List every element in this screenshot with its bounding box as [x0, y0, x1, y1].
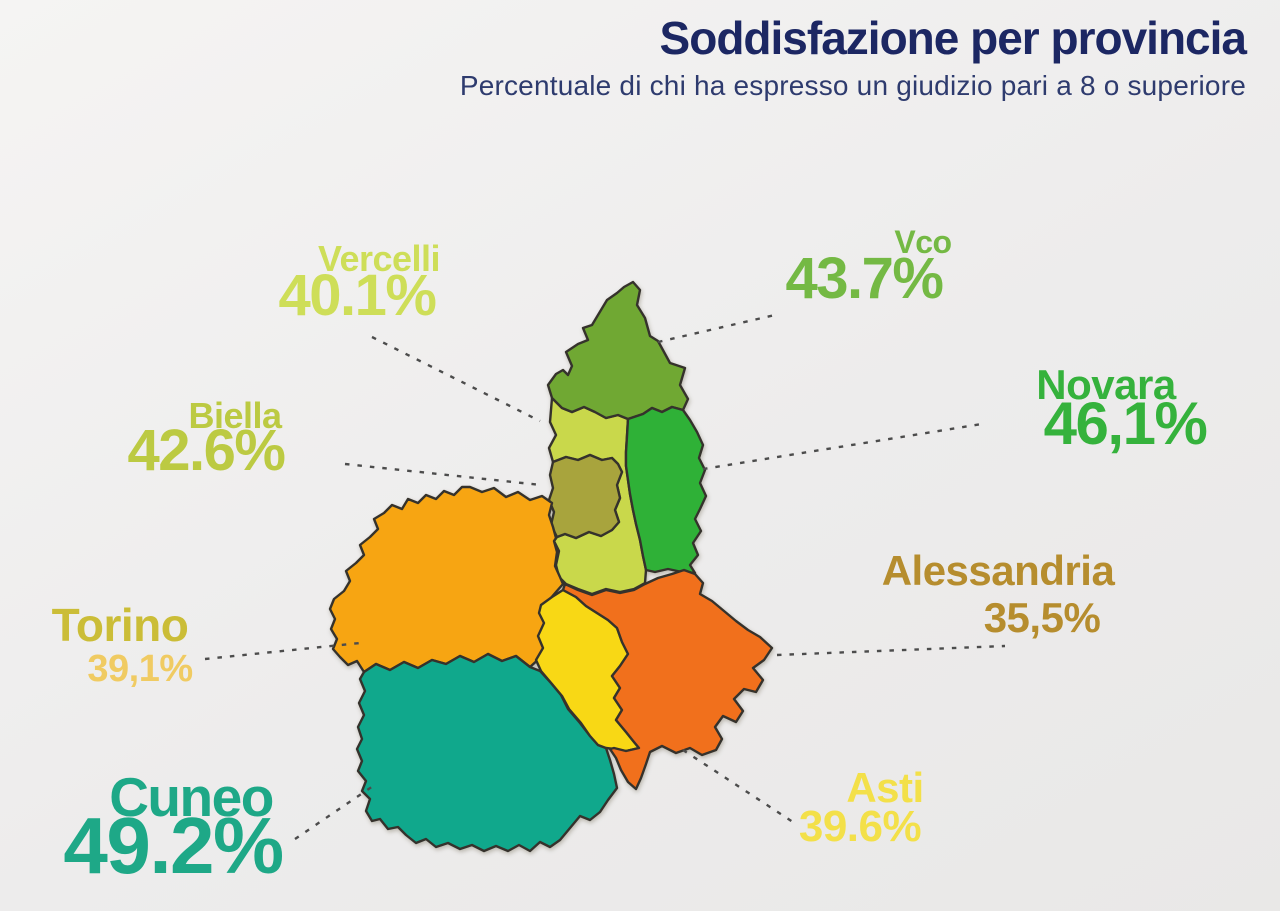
province-vco [546, 280, 690, 421]
asti-label: Asti [846, 764, 924, 811]
biella-value: 42.6% [127, 418, 286, 483]
vercelli-label: Vercelli [317, 238, 441, 279]
header: Soddisfazione per provincia Percentuale … [459, 12, 1247, 102]
page-subtitle: Percentuale di chi ha espresso un giudiz… [459, 70, 1246, 102]
cuneo-value: 49.2% [63, 801, 284, 890]
leader-line-alessandria [776, 644, 1006, 657]
torino-value: 39,1% [87, 648, 193, 690]
page-title: Soddisfazione per provincia [659, 12, 1247, 64]
province-torino [328, 485, 565, 674]
novara-value: 46,1% [1043, 390, 1208, 457]
alessandria-label: Alessandria [881, 547, 1115, 594]
vco-value: 43.7% [785, 246, 944, 311]
leader-line-vco [657, 313, 776, 344]
province-novara [624, 405, 708, 575]
asti-value: 39.6% [798, 802, 922, 851]
cuneo-label: Cuneo [109, 766, 274, 828]
biella-label: Biella [188, 395, 282, 436]
vercelli-value: 40.1% [278, 263, 437, 328]
alessandria-value: 35,5% [983, 594, 1101, 641]
vco-label: Vco [894, 224, 952, 260]
province-shapes [328, 280, 774, 853]
novara-label: Novara [1036, 361, 1176, 408]
leader-lines [204, 313, 1006, 840]
leader-line-cuneo [294, 783, 377, 840]
province-cuneo [355, 652, 619, 853]
leader-line-novara [702, 422, 983, 471]
leader-line-asti [682, 748, 797, 826]
torino-label: Torino [51, 599, 189, 651]
province-alessandria [561, 568, 774, 791]
leader-line-torino [204, 641, 361, 661]
leader-line-biella [344, 462, 542, 487]
province-biella [547, 453, 624, 540]
